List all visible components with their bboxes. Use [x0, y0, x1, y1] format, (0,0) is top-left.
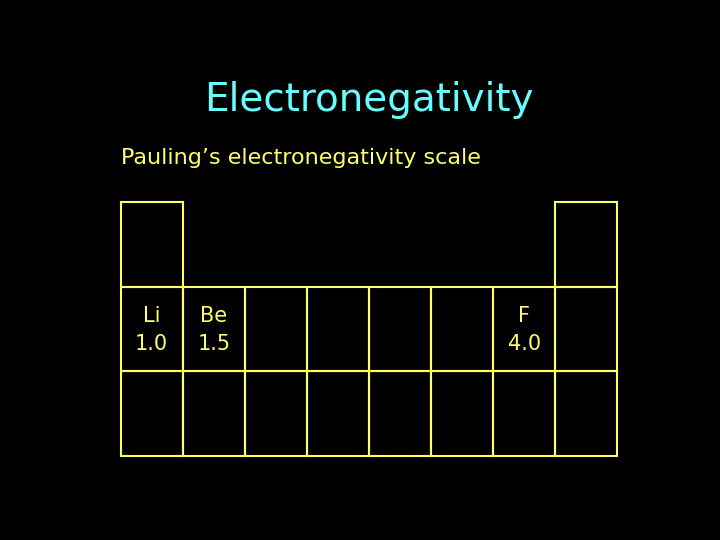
- Bar: [121, 371, 183, 456]
- Text: 1.5: 1.5: [197, 334, 230, 354]
- Text: Be: Be: [200, 306, 228, 326]
- Text: Li: Li: [143, 306, 161, 326]
- Bar: [493, 287, 555, 371]
- Bar: [555, 287, 617, 371]
- Bar: [431, 287, 493, 371]
- Text: Pauling’s electronegativity scale: Pauling’s electronegativity scale: [121, 148, 480, 168]
- Bar: [245, 287, 307, 371]
- Bar: [431, 371, 493, 456]
- Bar: [369, 287, 431, 371]
- Bar: [245, 371, 307, 456]
- Bar: [121, 287, 183, 371]
- Bar: [369, 371, 431, 456]
- Bar: [555, 371, 617, 456]
- Text: 4.0: 4.0: [508, 334, 541, 354]
- Text: Electronegativity: Electronegativity: [204, 81, 534, 119]
- Bar: [493, 371, 555, 456]
- Text: F: F: [518, 306, 530, 326]
- Bar: [307, 287, 369, 371]
- Bar: [183, 371, 245, 456]
- Bar: [183, 287, 245, 371]
- Bar: [555, 202, 617, 287]
- Bar: [121, 202, 183, 287]
- Text: 1.0: 1.0: [135, 334, 168, 354]
- Bar: [307, 371, 369, 456]
